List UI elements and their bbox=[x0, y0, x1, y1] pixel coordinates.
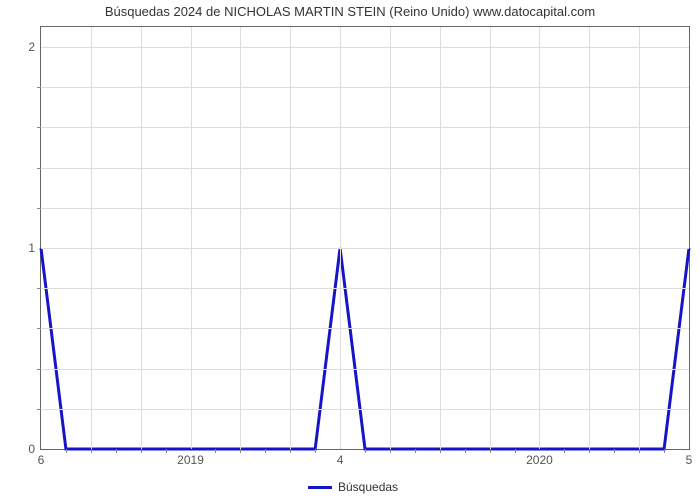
grid-line-horizontal bbox=[41, 168, 689, 169]
grid-line-vertical bbox=[390, 27, 391, 449]
grid-line-vertical bbox=[141, 27, 142, 449]
x-minor-tick bbox=[390, 449, 391, 453]
line-series bbox=[41, 27, 689, 449]
grid-line-horizontal bbox=[41, 127, 689, 128]
x-axis-label: 5 bbox=[686, 453, 693, 467]
x-minor-tick bbox=[290, 449, 291, 453]
y-axis-label: 1 bbox=[28, 241, 35, 255]
plot-area: 01262019420205 bbox=[40, 26, 690, 450]
x-minor-tick bbox=[365, 449, 366, 453]
legend: Búsquedas bbox=[308, 480, 398, 494]
x-minor-tick bbox=[215, 449, 216, 453]
x-minor-tick bbox=[166, 449, 167, 453]
grid-line-vertical bbox=[240, 27, 241, 449]
grid-line-horizontal bbox=[41, 409, 689, 410]
y-minor-tick bbox=[37, 87, 41, 88]
grid-line-vertical bbox=[490, 27, 491, 449]
x-minor-tick bbox=[490, 449, 491, 453]
grid-line-horizontal bbox=[41, 47, 689, 48]
x-axis-label: 4 bbox=[337, 453, 344, 467]
grid-line-vertical bbox=[191, 27, 192, 449]
x-axis-label: 2019 bbox=[177, 453, 204, 467]
y-minor-tick bbox=[37, 288, 41, 289]
x-minor-tick bbox=[639, 449, 640, 453]
x-axis-label: 6 bbox=[38, 453, 45, 467]
x-minor-tick bbox=[66, 449, 67, 453]
grid-line-horizontal bbox=[41, 248, 689, 249]
x-minor-tick bbox=[315, 449, 316, 453]
x-minor-tick bbox=[91, 449, 92, 453]
grid-line-horizontal bbox=[41, 208, 689, 209]
x-minor-tick bbox=[240, 449, 241, 453]
x-axis-label: 2020 bbox=[526, 453, 553, 467]
x-minor-tick bbox=[564, 449, 565, 453]
x-minor-tick bbox=[440, 449, 441, 453]
x-minor-tick bbox=[141, 449, 142, 453]
x-minor-tick bbox=[589, 449, 590, 453]
grid-line-vertical bbox=[290, 27, 291, 449]
grid-line-vertical bbox=[91, 27, 92, 449]
grid-line-vertical bbox=[539, 27, 540, 449]
x-minor-tick bbox=[116, 449, 117, 453]
chart-title: Búsquedas 2024 de NICHOLAS MARTIN STEIN … bbox=[0, 4, 700, 19]
grid-line-vertical bbox=[440, 27, 441, 449]
y-minor-tick bbox=[37, 328, 41, 329]
y-minor-tick bbox=[37, 127, 41, 128]
x-minor-tick bbox=[664, 449, 665, 453]
legend-label: Búsquedas bbox=[338, 480, 398, 494]
x-minor-tick bbox=[515, 449, 516, 453]
legend-swatch bbox=[308, 486, 332, 489]
y-minor-tick bbox=[37, 369, 41, 370]
grid-line-horizontal bbox=[41, 288, 689, 289]
grid-line-horizontal bbox=[41, 369, 689, 370]
x-minor-tick bbox=[465, 449, 466, 453]
grid-line-vertical bbox=[589, 27, 590, 449]
grid-line-horizontal bbox=[41, 87, 689, 88]
x-minor-tick bbox=[415, 449, 416, 453]
y-minor-tick bbox=[37, 168, 41, 169]
y-axis-label: 2 bbox=[28, 40, 35, 54]
x-minor-tick bbox=[265, 449, 266, 453]
y-axis-label: 0 bbox=[28, 442, 35, 456]
y-minor-tick bbox=[37, 409, 41, 410]
grid-line-vertical bbox=[639, 27, 640, 449]
grid-line-horizontal bbox=[41, 328, 689, 329]
grid-line-vertical bbox=[340, 27, 341, 449]
series-busquedas bbox=[41, 248, 689, 449]
y-minor-tick bbox=[37, 208, 41, 209]
x-minor-tick bbox=[614, 449, 615, 453]
